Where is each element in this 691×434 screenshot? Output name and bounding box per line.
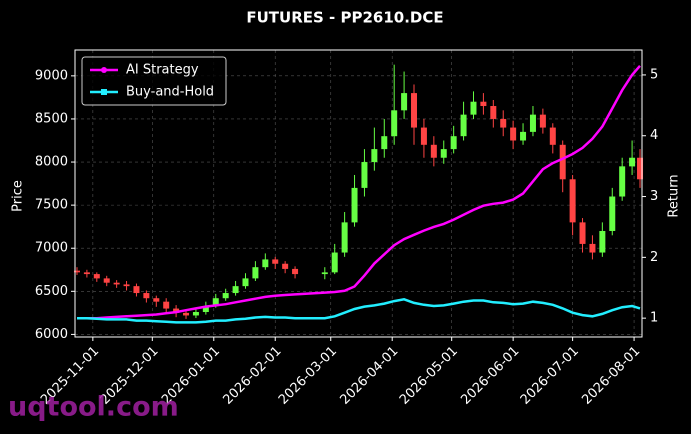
candle-body: [351, 187, 358, 223]
candle-body: [500, 118, 507, 128]
series-line: [77, 298, 641, 324]
candle-body: [331, 252, 338, 273]
candle-body: [480, 101, 487, 107]
candle-body: [440, 149, 447, 158]
candle-body: [381, 136, 388, 150]
plot-frame: [74, 49, 643, 338]
candle-body: [173, 308, 180, 313]
candle-body: [222, 293, 229, 299]
candle-body: [93, 274, 100, 279]
y2-tick-label: 4: [650, 128, 658, 143]
legend-label: AI Strategy: [126, 63, 199, 78]
candle-body: [212, 298, 219, 306]
candle-body: [133, 286, 140, 294]
y-tick-label: 7500: [35, 198, 68, 213]
y-axis-label: Price: [11, 180, 26, 212]
candle-body: [183, 312, 190, 316]
candle-body: [391, 110, 398, 137]
candle-body: [262, 259, 269, 268]
candle-body: [242, 278, 249, 287]
candle-body: [401, 93, 408, 111]
candle-body: [470, 101, 477, 115]
candle-body: [579, 222, 586, 244]
candle-body: [73, 270, 80, 273]
candle-body: [292, 268, 299, 275]
candle-body: [539, 114, 546, 128]
candle-body: [569, 179, 576, 223]
candle-body: [637, 157, 644, 180]
candle-body: [272, 259, 279, 264]
candle-body: [192, 312, 199, 316]
legend-label: Buy-and-Hold: [126, 85, 214, 100]
candle-body: [103, 278, 110, 283]
candle-body: [430, 144, 437, 158]
candle-body: [143, 293, 150, 299]
candle-body: [163, 301, 170, 309]
candle-body: [520, 131, 527, 141]
y-tick-label: 8000: [35, 155, 68, 170]
y2-axis-label: Return: [667, 174, 682, 217]
candle-body: [361, 162, 368, 188]
candle-body: [599, 230, 606, 253]
candle-body: [609, 196, 616, 231]
candle-body: [460, 114, 467, 137]
candle-body: [529, 114, 536, 132]
candle-body: [559, 144, 566, 180]
y-tick-label: 6000: [35, 327, 68, 342]
candle-body: [321, 272, 328, 275]
y-tick-label: 9000: [35, 68, 68, 83]
y2-tick-label: 1: [650, 311, 658, 326]
candle-body: [450, 136, 457, 150]
candle-body: [420, 127, 427, 145]
watermark: uqtool.com: [8, 392, 179, 423]
candle-body: [411, 93, 418, 128]
candle-body: [589, 243, 596, 253]
candle-body: [83, 272, 90, 275]
candle-body: [202, 305, 209, 313]
candle-body: [252, 267, 259, 279]
candle-body: [232, 286, 239, 294]
candle-body: [510, 127, 517, 141]
y2-tick-label: 5: [650, 67, 658, 82]
candle-body: [629, 157, 636, 167]
legend-marker: [101, 89, 107, 95]
legend-marker: [101, 67, 107, 73]
candle-body: [153, 298, 160, 302]
y-tick-label: 6500: [35, 284, 68, 299]
candle-body: [549, 127, 556, 145]
chart-title: FUTURES - PP2610.DCE: [246, 9, 443, 27]
y2-tick-label: 2: [650, 250, 658, 265]
candle-body: [490, 106, 497, 119]
y2-tick-label: 3: [650, 189, 658, 204]
candle-body: [282, 263, 289, 269]
candle-body: [341, 222, 348, 253]
y-tick-label: 7000: [35, 241, 68, 256]
y-tick-label: 8500: [35, 111, 68, 126]
candle-body: [371, 149, 378, 163]
candle-body: [619, 166, 626, 197]
candle-body: [113, 282, 120, 285]
candle-body: [123, 284, 130, 287]
series-line: [77, 64, 641, 320]
